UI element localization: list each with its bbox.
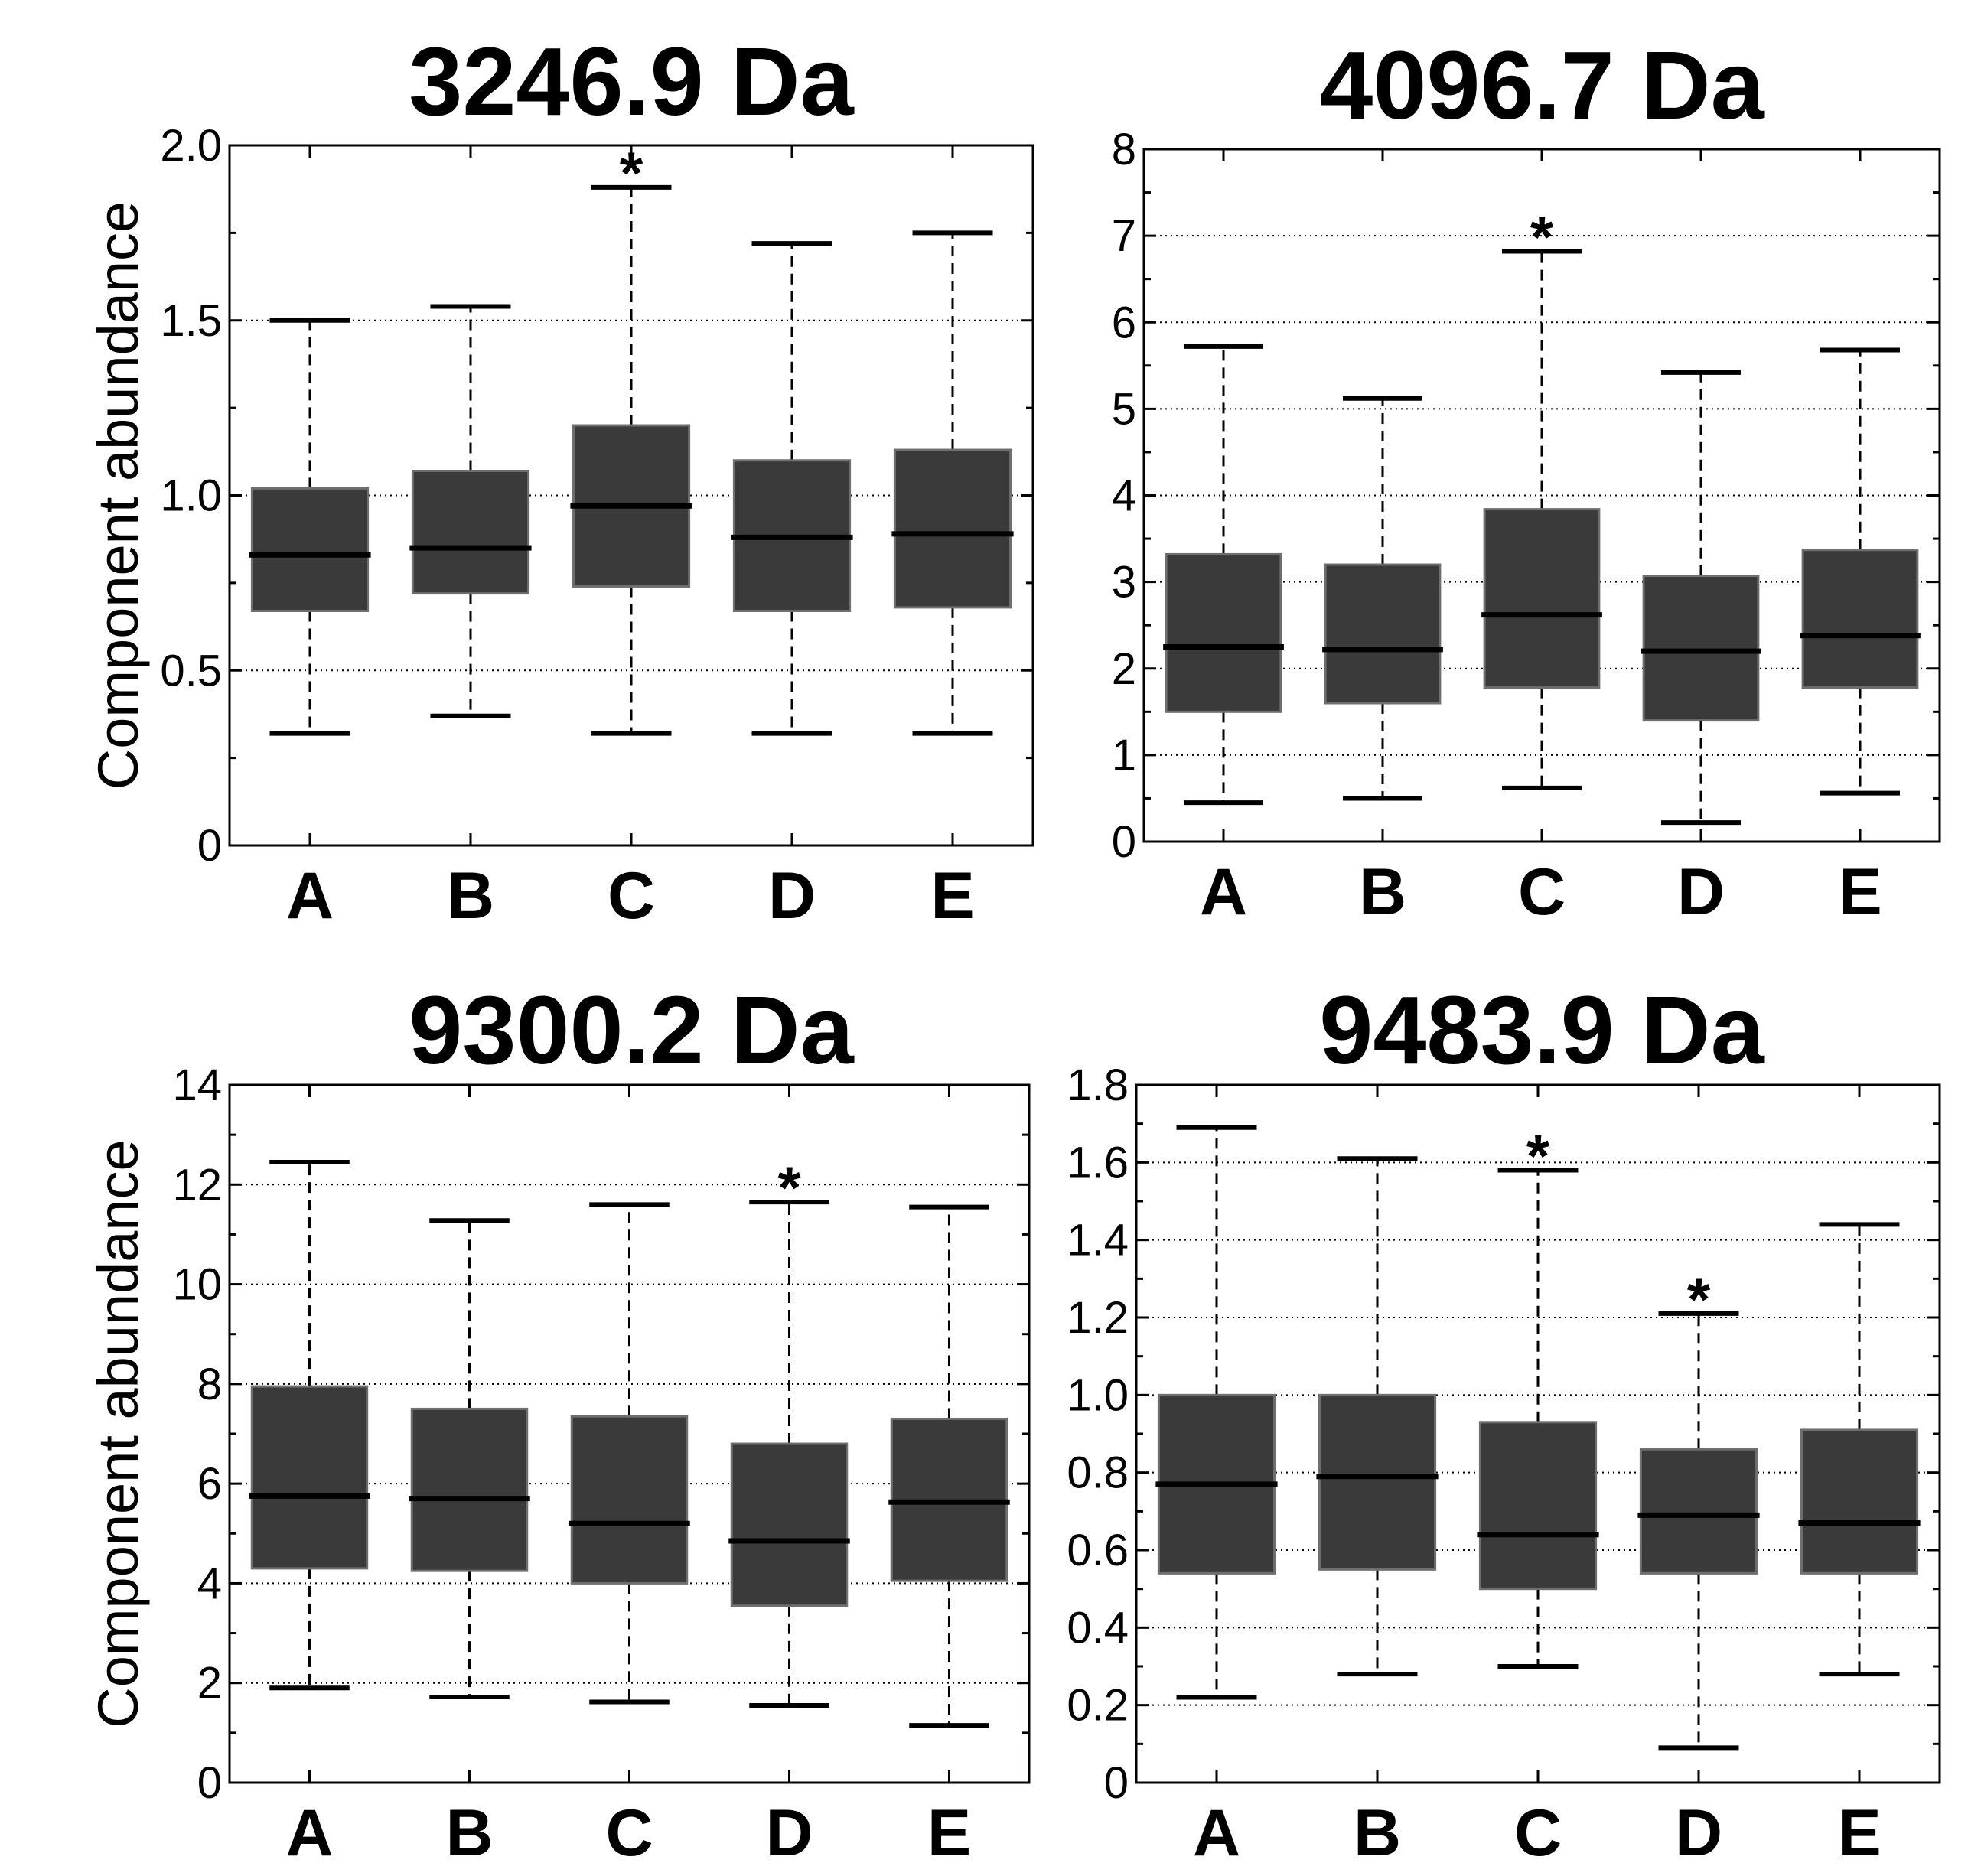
x-tick-label: D [1675,1796,1722,1870]
panel-9300-2-da: 9300.2 Da Component abundance * 0 2 4 6 8 10 1… [86,976,1031,1870]
y-tick-label: 1.0 [1067,1370,1129,1420]
y-tick-label: 4 [1112,471,1136,521]
y-tick-label: 0.2 [1067,1681,1129,1731]
box-E [893,448,1012,609]
panel-title: 9300.2 Da [409,976,854,1084]
x-tick-label: D [765,1796,813,1870]
panel-title: 3246.9 Da [409,28,854,135]
significance-marker: * [1687,1265,1711,1333]
x-tick-label: B [1359,855,1406,929]
box-E [1801,549,1919,689]
y-tick-label: 4 [197,1558,222,1608]
box-A [250,487,370,612]
box-A [1165,552,1282,713]
y-tick-label: 10 [172,1260,222,1310]
axes [228,1083,1031,1784]
axes [228,144,1034,847]
box-C [1483,508,1601,689]
box-D [1639,1448,1758,1575]
y-tick-label: 12 [172,1160,222,1210]
x-tick-label: D [1677,855,1725,929]
y-tick-label: 1.6 [1067,1138,1129,1187]
x-tick-label: A [1200,855,1247,929]
y-tick-label: 8 [1112,125,1136,174]
tick-labels: 0 1 2 3 4 5 6 7 8 A B C D E [1112,125,1882,929]
y-tick-label: 5 [1112,384,1136,434]
y-tick-label: 3 [1112,558,1136,607]
y-tick-label: 2 [197,1659,222,1708]
y-tick-label: 0 [197,821,222,871]
x-tick-label: D [768,859,816,933]
whiskers [269,1159,989,1728]
y-tick-label: 0 [1112,817,1136,867]
panel-title: 9483.9 Da [1319,976,1764,1084]
box-D [1642,575,1760,722]
tick-labels: 0 0.5 1.0 1.5 2.0 A B C D E [160,121,974,933]
y-tick-label: 0.4 [1067,1603,1129,1653]
panel-title: 4096.7 Da [1319,31,1764,139]
whiskers [269,184,993,736]
y-tick-label: 0.5 [160,646,222,695]
y-tick-label: 6 [197,1459,222,1509]
y-tick-label: 0.8 [1067,1448,1129,1498]
y-tick-label: 0 [1104,1758,1129,1808]
x-tick-label: E [930,859,974,933]
tick-labels: 0 0.2 0.4 0.6 0.8 1.0 1.2 1.4 1.6 1.8 A B C D E [1067,1060,1881,1870]
significance-marker: * [1526,1122,1550,1189]
x-tick-label: E [927,1796,971,1870]
boxes: * [1163,203,1921,722]
box-B [1318,1393,1437,1571]
y-tick-label: 1.5 [160,296,222,346]
boxes: ** [1155,1122,1921,1591]
y-tick-label: 7 [1112,211,1136,261]
boxes: * [249,139,1014,612]
panel-9483-9-da: 9483.9 Da ** 00.20.40.60.81.01.21.41.61.… [1067,976,1941,1870]
x-tick-label: C [605,1796,653,1870]
y-tick-label: 1.8 [1067,1060,1129,1110]
box-D [730,1442,849,1607]
y-axis-label: Component abundance [86,1139,150,1728]
y-tick-label: 1 [1112,731,1136,780]
significance-marker: * [1530,203,1554,270]
boxes: * [249,1154,1010,1607]
x-tick-label: C [608,859,655,933]
panel-4096-7-da: 4096.7 Da * 0 1 2 3 4 5 6 7 8 A B C D E [1112,31,1941,929]
x-tick-label: B [447,859,494,933]
y-tick-label: 1.4 [1067,1216,1129,1265]
y-tick-label: 1.2 [1067,1293,1129,1343]
x-tick-label: C [1518,855,1566,929]
y-axis-label: Component abundance [86,201,150,790]
y-tick-label: 6 [1112,298,1136,347]
y-tick-label: 14 [172,1060,222,1110]
box-B [410,1407,529,1572]
whiskers [1176,1125,1900,1751]
x-tick-label: B [1354,1796,1401,1870]
y-tick-label: 1.0 [160,471,222,521]
box-C [1478,1421,1598,1591]
whiskers [1184,249,1900,826]
y-tick-label: 0.6 [1067,1526,1129,1575]
x-tick-label: A [285,1796,333,1870]
x-tick-label: E [1838,855,1882,929]
box-C [570,1415,689,1585]
box-B [411,469,530,595]
box-E [1800,1428,1919,1575]
panel-3246-9-da: 3246.9 Da Component abundance * 0 0.5 1.0 1… [86,28,1034,933]
y-tick-label: 2 [1112,644,1136,694]
tick-labels: 0 2 4 6 8 10 12 14 A B C D E [172,1060,971,1870]
axes [1142,148,1941,843]
significance-marker: * [777,1154,801,1221]
x-tick-label: C [1514,1796,1562,1870]
y-tick-label: 0 [197,1758,222,1808]
x-tick-label: B [445,1796,493,1870]
box-B [1324,563,1442,705]
y-tick-label: 8 [197,1360,222,1409]
x-tick-label: A [286,859,334,933]
x-tick-label: E [1837,1796,1881,1870]
x-tick-label: A [1193,1796,1240,1870]
axes [1135,1083,1941,1784]
box-A [250,1385,369,1570]
y-tick-label: 2.0 [160,121,222,171]
